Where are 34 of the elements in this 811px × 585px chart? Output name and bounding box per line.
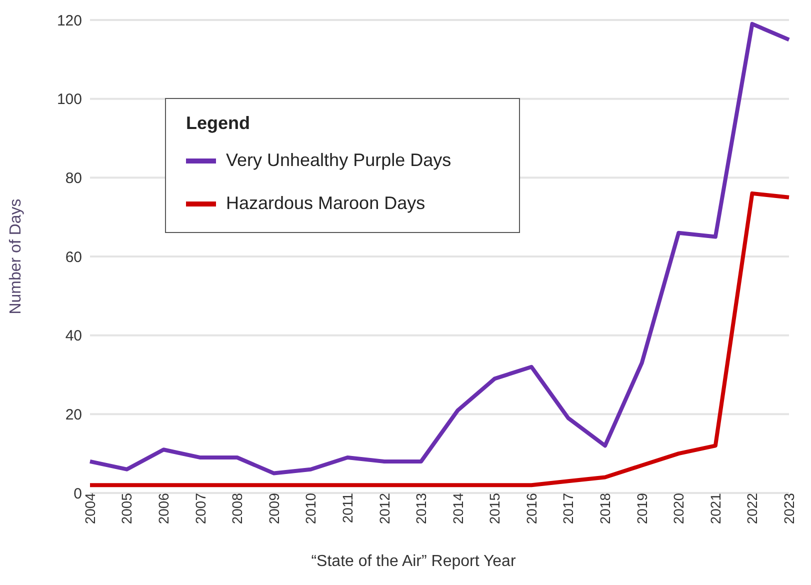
x-tick-label: 2017 bbox=[560, 492, 576, 524]
legend-title: Legend bbox=[186, 113, 252, 134]
y-tick-label: 20 bbox=[65, 406, 82, 424]
x-axis-title: “State of the Air” Report Year bbox=[310, 553, 517, 571]
x-tick-label: 2009 bbox=[266, 492, 282, 524]
x-tick-label: 2023 bbox=[780, 492, 797, 524]
y-tick-label: 80 bbox=[65, 170, 82, 187]
x-tick-label: 2015 bbox=[486, 492, 503, 524]
y-axis-title: Number of Days bbox=[8, 198, 25, 314]
y-tick-label: 120 bbox=[56, 12, 82, 30]
y-tick-label: 100 bbox=[56, 91, 82, 108]
x-tick-label: 2005 bbox=[118, 492, 135, 524]
x-tick-label: 2008 bbox=[229, 492, 246, 524]
y-tick-label: 0 bbox=[74, 485, 82, 502]
x-tick-label: 2007 bbox=[192, 492, 208, 524]
x-tick-label: 2006 bbox=[156, 492, 172, 524]
y-tick-label: 60 bbox=[65, 248, 82, 266]
x-tick-label: 2012 bbox=[376, 492, 392, 524]
x-tick-label: 2022 bbox=[744, 492, 760, 524]
x-tick-label: 2018 bbox=[596, 492, 613, 524]
line-series bbox=[88, 22, 791, 476]
x-tick-label: 2020 bbox=[670, 492, 687, 524]
x-tick-label: 2011 bbox=[339, 492, 356, 524]
legend-label: Very Unhealthy Purple Days bbox=[226, 150, 452, 171]
x-tick-label: 2013 bbox=[413, 492, 430, 524]
x-tick-label: 2016 bbox=[523, 492, 540, 524]
line-series bbox=[88, 191, 791, 488]
x-tick-label: 2021 bbox=[707, 492, 724, 524]
legend-label: Hazardous Maroon Days bbox=[226, 193, 426, 214]
x-tick-label: 2010 bbox=[302, 492, 319, 524]
x-tick-label: 2019 bbox=[634, 492, 650, 524]
x-tick-label: 2004 bbox=[82, 492, 98, 524]
x-tick-label: 2014 bbox=[450, 492, 466, 524]
y-tick-label: 40 bbox=[65, 328, 82, 345]
